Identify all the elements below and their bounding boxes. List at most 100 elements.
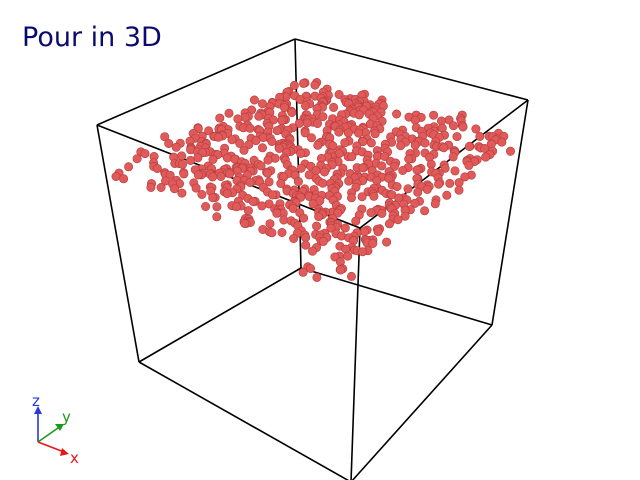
particle (156, 183, 166, 193)
particle (179, 169, 189, 179)
particle (334, 127, 344, 137)
particle (430, 199, 440, 209)
particle (204, 126, 214, 136)
particle (357, 192, 367, 202)
particle (351, 216, 361, 226)
particle (448, 152, 458, 162)
particle (505, 146, 515, 156)
particle (296, 163, 306, 173)
particle (326, 223, 336, 233)
particle (403, 184, 413, 194)
particle (410, 140, 420, 150)
particle (299, 213, 309, 223)
particle (257, 143, 267, 153)
particle (354, 110, 364, 120)
box-edge (96, 124, 140, 363)
particle (277, 115, 287, 125)
particle (213, 132, 223, 142)
particle (313, 140, 323, 150)
particle (222, 153, 232, 163)
particle (301, 233, 311, 243)
particle (186, 155, 196, 165)
particle (359, 227, 369, 237)
particle (312, 272, 322, 282)
particle (300, 101, 310, 111)
particle (124, 162, 134, 172)
particle (296, 148, 306, 158)
particle (267, 228, 277, 238)
particle (343, 128, 353, 138)
particle (308, 199, 318, 209)
particle (393, 215, 403, 225)
particle (265, 219, 275, 229)
particle (301, 240, 311, 250)
box-edge (138, 267, 302, 363)
particle (480, 144, 490, 154)
particle (208, 172, 218, 182)
particle (343, 251, 353, 261)
particle (377, 208, 387, 218)
particle (410, 115, 420, 125)
x-axis-arrow (37, 441, 65, 453)
particle (212, 202, 222, 212)
particle (475, 132, 485, 142)
particle (240, 112, 250, 122)
particle (369, 191, 379, 201)
particle (445, 178, 455, 188)
x-axis-label: x (70, 449, 79, 467)
z-axis-label: z (32, 392, 40, 410)
particle (314, 212, 324, 222)
box-edge (138, 361, 350, 480)
particle (377, 161, 387, 171)
box-edge (300, 267, 493, 326)
particle (464, 142, 474, 152)
particle (276, 179, 286, 189)
box-edge (294, 38, 529, 101)
particle (366, 208, 376, 218)
particle (318, 178, 328, 188)
particle (439, 143, 449, 153)
particle (263, 155, 273, 165)
particle (245, 123, 255, 133)
particle (358, 163, 368, 173)
particle (140, 149, 150, 159)
particle (366, 138, 376, 148)
particle (300, 128, 310, 138)
particle (272, 126, 282, 136)
particle (294, 118, 304, 128)
particle (277, 228, 287, 238)
z-axis-arrowhead (34, 406, 42, 414)
particle (400, 211, 410, 221)
particle (152, 164, 162, 174)
particle (429, 110, 439, 120)
box-edge (491, 99, 529, 326)
y-axis-label: y (62, 408, 71, 426)
particle (426, 159, 436, 169)
particle (254, 111, 264, 121)
particle (340, 138, 350, 148)
particle (251, 136, 261, 146)
particle (257, 201, 267, 211)
particle (164, 139, 174, 149)
particle (298, 78, 308, 88)
particle (396, 141, 406, 151)
particle (289, 234, 299, 244)
particle (177, 188, 187, 198)
particle (287, 108, 297, 118)
particle (450, 166, 460, 176)
particle (398, 166, 408, 176)
particle (208, 193, 218, 203)
particle (160, 132, 170, 142)
particle (111, 172, 121, 182)
particle (318, 112, 328, 122)
particle (306, 133, 316, 143)
particle (201, 202, 211, 212)
particle (420, 206, 430, 216)
particle (267, 137, 277, 147)
particle (344, 176, 354, 186)
particle (170, 184, 180, 194)
particle (178, 160, 188, 170)
particle (368, 239, 378, 249)
particle (452, 132, 462, 142)
